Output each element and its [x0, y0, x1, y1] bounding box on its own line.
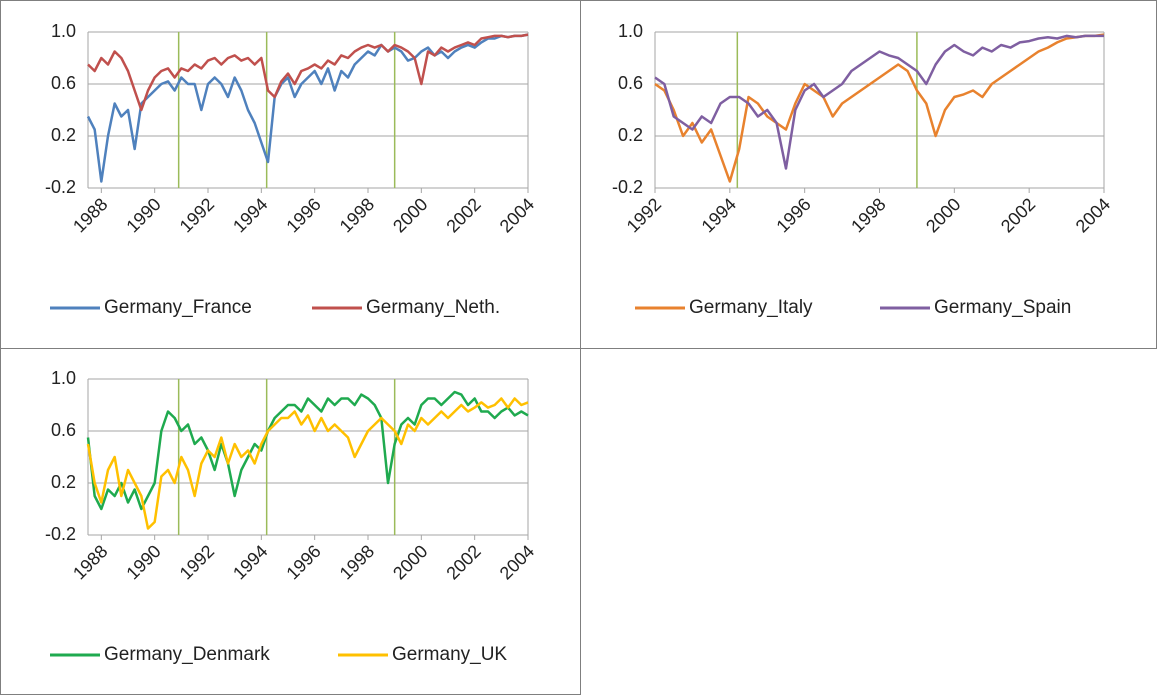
y-tick-label: 0.6: [51, 73, 76, 93]
x-tick-label: 1990: [122, 541, 164, 583]
y-tick-label: 0.2: [618, 125, 643, 145]
x-tick-label: 1994: [698, 194, 740, 236]
x-tick-label: 1998: [336, 541, 378, 583]
x-tick-label: 2004: [496, 541, 538, 583]
x-tick-label: 2002: [442, 541, 484, 583]
series-line: [86, 33, 529, 183]
x-tick-label: 2000: [389, 541, 431, 583]
legend-label: Germany_Italy: [689, 297, 813, 318]
y-tick-label: 1.0: [51, 368, 76, 388]
y-tick-label: -0.2: [45, 177, 76, 197]
series-line: [87, 33, 529, 112]
x-tick-label: 1992: [176, 194, 218, 236]
x-tick-label: 2002: [997, 194, 1039, 236]
x-tick-label: 1996: [282, 194, 324, 236]
y-tick-label: 0.2: [51, 472, 76, 492]
y-tick-label: 1.0: [51, 21, 76, 41]
y-tick-label: -0.2: [45, 524, 76, 544]
x-tick-label: 1994: [229, 194, 271, 236]
x-tick-label: 1996: [282, 541, 324, 583]
series-line: [654, 34, 1104, 170]
legend-label: Germany_Spain: [934, 297, 1071, 318]
x-tick-label: 1996: [772, 194, 814, 236]
legend-label: Germany_UK: [392, 644, 507, 665]
legend-label: Germany_Denmark: [104, 644, 270, 665]
y-tick-label: 0.6: [51, 420, 76, 440]
series-line: [654, 33, 1105, 183]
x-tick-label: 2000: [922, 194, 964, 236]
x-tick-label: 2004: [496, 194, 538, 236]
y-tick-label: -0.2: [612, 177, 643, 197]
x-tick-label: 2004: [1072, 194, 1114, 236]
y-tick-label: 1.0: [618, 21, 643, 41]
x-tick-label: 1994: [229, 541, 271, 583]
x-tick-label: 1998: [336, 194, 378, 236]
x-tick-label: 2002: [442, 194, 484, 236]
x-tick-label: 1988: [69, 194, 111, 236]
x-tick-label: 1992: [623, 194, 665, 236]
legend-label: Germany_France: [104, 297, 252, 318]
x-tick-label: 1988: [69, 541, 111, 583]
x-tick-label: 1990: [122, 194, 164, 236]
y-tick-label: 0.2: [51, 125, 76, 145]
x-tick-label: 1998: [847, 194, 889, 236]
legend-label: Germany_Neth.: [366, 297, 500, 318]
x-tick-label: 2000: [389, 194, 431, 236]
series-line: [86, 390, 529, 511]
series-line: [86, 397, 529, 530]
y-tick-label: 0.6: [618, 73, 643, 93]
x-tick-label: 1992: [176, 541, 218, 583]
